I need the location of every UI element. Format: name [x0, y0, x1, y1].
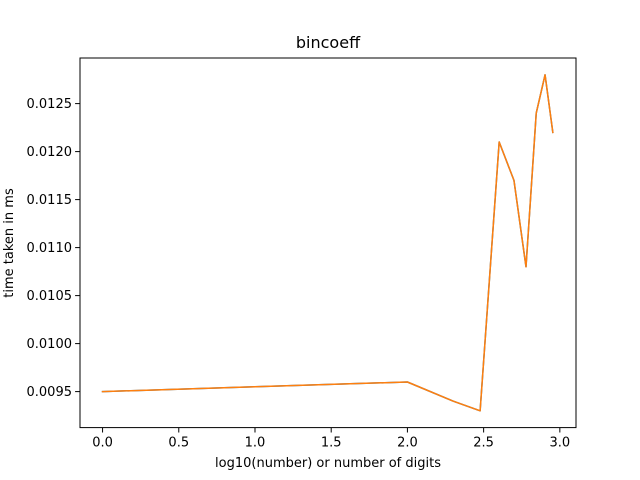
x-tick-label: 0.0 — [92, 436, 113, 451]
chart-title: bincoeff — [296, 33, 361, 52]
y-tick-label: 0.0115 — [27, 193, 73, 208]
x-tick-label: 1.0 — [245, 436, 266, 451]
plot-frame — [79, 57, 577, 429]
axis-layer: 0.0 0.5 1.0 1.5 2.0 2.5 3.0 0.0095 0.0100 0.0105 0… — [27, 97, 571, 451]
y-tick-label: 0.0120 — [27, 145, 73, 160]
y-tick-label: 0.0110 — [27, 241, 73, 256]
y-tick-label: 0.0105 — [27, 289, 73, 304]
series-layer — [101, 74, 554, 412]
x-axis-label: log10(number) or number of digits — [215, 456, 441, 471]
y-axis-label: time taken in ms — [2, 188, 17, 298]
y-tick-label: 0.0095 — [27, 385, 73, 400]
y-tick-label: 0.0100 — [27, 337, 73, 352]
x-tick-label: 1.5 — [321, 436, 342, 451]
x-tick-label: 3.0 — [549, 436, 570, 451]
x-tick-label: 2.5 — [473, 436, 494, 451]
x-tick-label: 0.5 — [168, 436, 189, 451]
series-line-2 — [101, 74, 554, 412]
y-tick-label: 0.0125 — [27, 97, 73, 112]
x-tick-label: 2.0 — [397, 436, 418, 451]
